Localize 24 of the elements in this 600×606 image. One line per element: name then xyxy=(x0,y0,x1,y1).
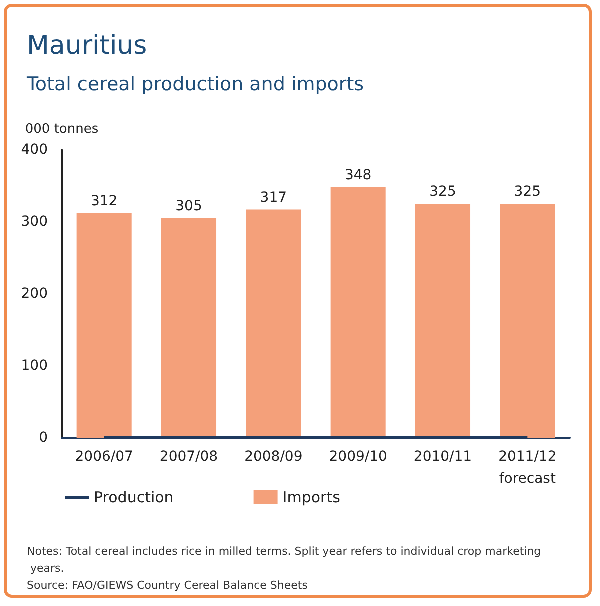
y-tick-label: 100 xyxy=(21,358,48,374)
legend-label: Production xyxy=(94,488,174,506)
y-tick-label: 400 xyxy=(21,142,48,158)
data-label: 317 xyxy=(260,190,288,206)
data-label: 325 xyxy=(430,184,456,200)
x-tick-label: 2007/08 xyxy=(160,449,218,465)
data-label: 312 xyxy=(90,193,118,210)
data-label: 305 xyxy=(176,198,202,214)
x-tick-label: 2006/07 xyxy=(75,449,134,465)
text: Notes: Total cereal includes rice in milled terms. Split year refers to individual crop marketing years. xyxy=(27,545,542,575)
chart-subtitle: Total cereal production and imports xyxy=(26,74,364,96)
source-note: Source: FAO/GIEWS Country Cereal Balance Sheets xyxy=(27,579,308,592)
y-tick-label: 0 xyxy=(39,430,48,446)
data-label: 325 xyxy=(514,184,542,200)
x-tick-label: 2009/10 xyxy=(329,449,388,465)
legend-label: Imports xyxy=(282,488,341,506)
x-tick-label: 2010/11 xyxy=(414,449,472,465)
x-tick-label: 2011/12 forecast xyxy=(498,449,557,487)
y-axis-title: 000 tonnes xyxy=(25,122,99,137)
y-tick-label: 300 xyxy=(21,214,48,230)
data-label: 348 xyxy=(344,167,372,184)
chart-title: Mauritius xyxy=(27,31,148,61)
y-tick-label: 200 xyxy=(21,286,48,302)
x-tick-label: 2008/09 xyxy=(244,449,303,465)
